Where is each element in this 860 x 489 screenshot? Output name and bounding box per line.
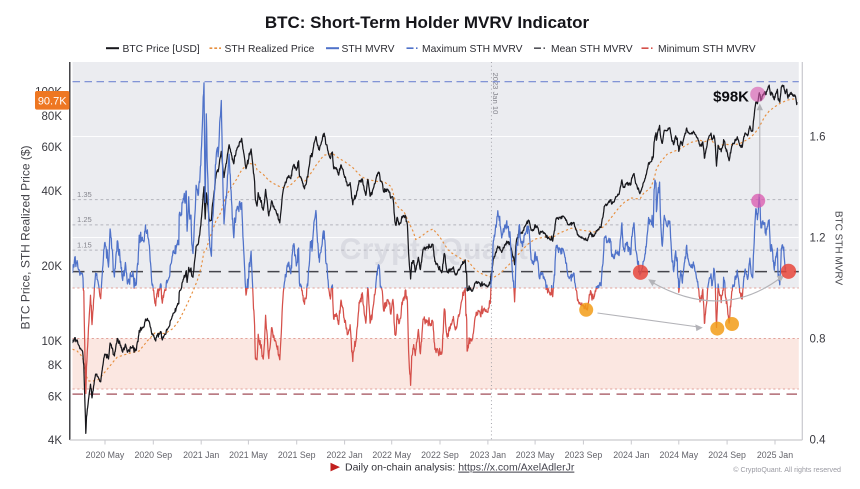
svg-text:8K: 8K	[48, 360, 62, 372]
svg-text:2022 Jan: 2022 Jan	[326, 450, 362, 460]
svg-text:STH Realized Price: STH Realized Price	[225, 44, 315, 55]
svg-text:2020 Sep: 2020 Sep	[134, 450, 172, 460]
svg-text:BTC Price, STH Realized Price: BTC Price, STH Realized Price ($)	[19, 145, 33, 329]
svg-text:BTC Price [USD]: BTC Price [USD]	[123, 44, 200, 55]
svg-text:2021 May: 2021 May	[229, 450, 268, 460]
svg-text:0.8: 0.8	[810, 334, 826, 346]
svg-text:$98K: $98K	[713, 89, 749, 106]
svg-text:40K: 40K	[42, 186, 63, 198]
svg-text:4K: 4K	[48, 435, 62, 447]
svg-text:2022 May: 2022 May	[372, 450, 411, 460]
svg-text:Mean STH MVRV: Mean STH MVRV	[551, 44, 633, 55]
svg-text:60K: 60K	[42, 142, 63, 154]
svg-text:20K: 20K	[42, 261, 63, 273]
svg-text:2024 May: 2024 May	[659, 450, 698, 460]
svg-text:10K: 10K	[42, 336, 63, 348]
svg-text:2022 Sep: 2022 Sep	[421, 450, 459, 460]
svg-text:Maximum STH MVRV: Maximum STH MVRV	[422, 44, 523, 55]
svg-text:2023 May: 2023 May	[516, 450, 555, 460]
svg-text:2021 Jan: 2021 Jan	[183, 450, 219, 460]
svg-text:1.6: 1.6	[810, 132, 826, 144]
svg-text:Daily on-chain analysis: https: Daily on-chain analysis: https://x.com/A…	[345, 462, 575, 474]
svg-text:2025 Jan: 2025 Jan	[757, 450, 793, 460]
svg-text:1.15: 1.15	[77, 240, 92, 249]
svg-text:© CryptoQuant. All rights rese: © CryptoQuant. All rights reserved	[733, 466, 841, 474]
svg-text:6K: 6K	[48, 391, 62, 403]
svg-text:STH MVRV: STH MVRV	[342, 44, 395, 55]
svg-text:90.7K: 90.7K	[38, 96, 67, 108]
svg-text:BTC: Short-Term Holder MVRV In: BTC: Short-Term Holder MVRV Indicator	[265, 13, 590, 32]
svg-text:BTC STH MVRV: BTC STH MVRV	[833, 211, 844, 286]
svg-text:2023 Sep: 2023 Sep	[565, 450, 603, 460]
svg-text:0.4: 0.4	[810, 435, 827, 447]
svg-text:1.25: 1.25	[77, 215, 92, 224]
svg-text:2023 Jan: 2023 Jan	[470, 450, 506, 460]
svg-text:2024 Jan: 2024 Jan	[613, 450, 649, 460]
svg-text:1.2: 1.2	[810, 233, 826, 245]
svg-text:Minimum STH MVRV: Minimum STH MVRV	[658, 44, 756, 55]
svg-text:1.35: 1.35	[77, 190, 92, 199]
svg-text:80K: 80K	[42, 111, 63, 123]
svg-text:2023 Jan 10: 2023 Jan 10	[491, 73, 500, 115]
svg-text:2021 Sep: 2021 Sep	[278, 450, 316, 460]
svg-text:2020 May: 2020 May	[86, 450, 125, 460]
svg-text:2024 Sep: 2024 Sep	[708, 450, 746, 460]
